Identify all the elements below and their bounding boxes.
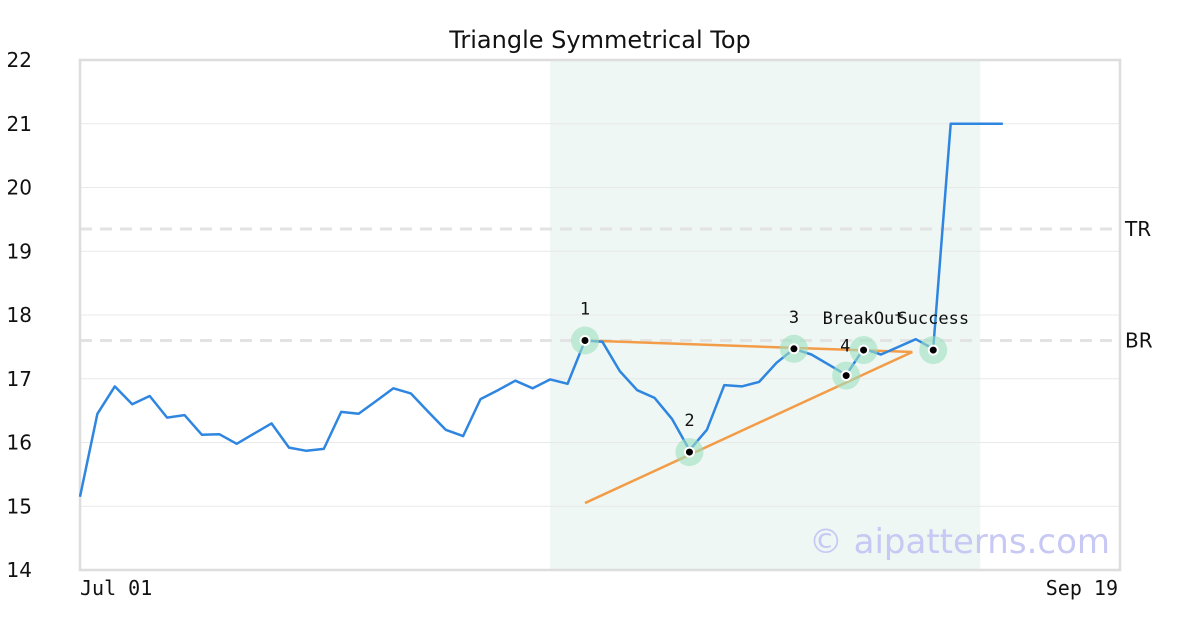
x-tick-label-start: Jul 01 bbox=[80, 576, 152, 600]
y-tick-label-17: 17 bbox=[7, 367, 32, 391]
point-dot-1 bbox=[581, 337, 589, 344]
level-label-br: BR bbox=[1125, 329, 1153, 353]
point-label-success: Success bbox=[897, 309, 969, 329]
point-dot-breakout bbox=[860, 346, 868, 354]
x-tick-label-end: Sep 19 bbox=[1046, 576, 1118, 600]
point-label-2: 2 bbox=[684, 411, 694, 431]
y-tick-label-18: 18 bbox=[7, 303, 32, 327]
y-tick-label-15: 15 bbox=[7, 494, 32, 518]
point-label-breakout: BreakOut bbox=[823, 309, 905, 329]
watermark: © aipatterns.com bbox=[809, 522, 1110, 562]
y-tick-label-22: 22 bbox=[7, 48, 32, 72]
point-dot-3 bbox=[790, 345, 798, 353]
point-label-3: 3 bbox=[789, 308, 799, 328]
point-dot-4 bbox=[842, 372, 850, 380]
point-label-1: 1 bbox=[580, 300, 590, 320]
chart-title: Triangle Symmetrical Top bbox=[448, 26, 751, 54]
y-tick-label-21: 21 bbox=[7, 112, 32, 136]
y-tick-label-14: 14 bbox=[7, 558, 32, 582]
level-label-tr: TR bbox=[1124, 217, 1151, 241]
plot-frame bbox=[78, 58, 1122, 572]
y-tick-label-16: 16 bbox=[7, 431, 32, 455]
y-axis-ticks: 14 15 16 17 18 19 20 21 22 bbox=[7, 48, 32, 582]
y-tick-label-20: 20 bbox=[7, 176, 32, 200]
point-label-4: 4 bbox=[840, 337, 850, 357]
point-dot-success bbox=[929, 346, 937, 354]
y-tick-label-19: 19 bbox=[7, 239, 32, 263]
point-dot-2 bbox=[685, 448, 693, 456]
